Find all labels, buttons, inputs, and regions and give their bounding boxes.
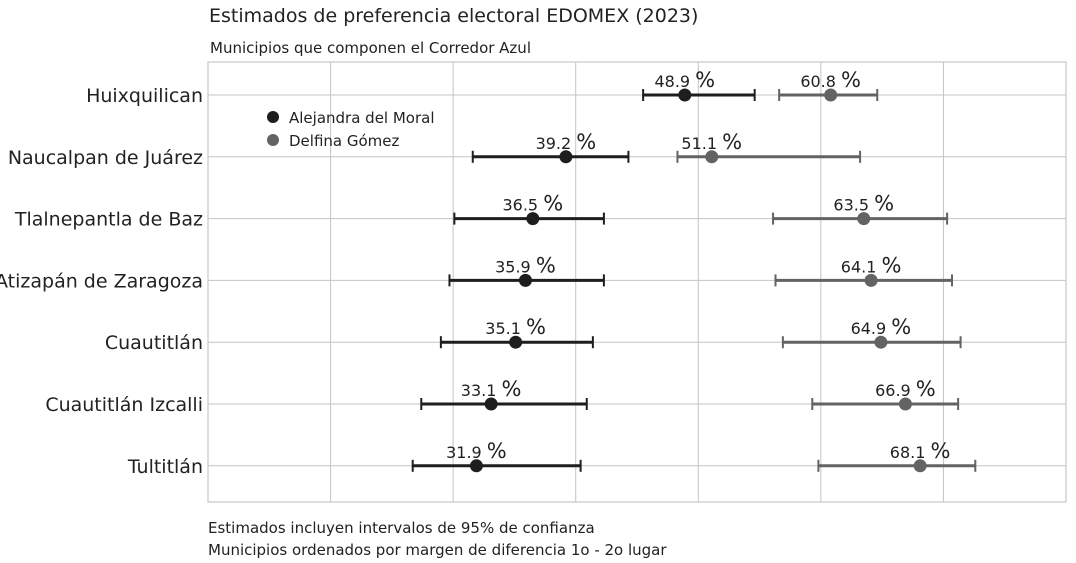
chart-subtitle: Municipios que componen el Corredor Azul bbox=[210, 39, 531, 57]
category-labels: Huixquilican Naucalpan de Juárez Tlalnepan… bbox=[0, 85, 203, 478]
category-label: Atizapán de Zaragoza bbox=[0, 270, 203, 292]
legend-marker-alejandra bbox=[267, 111, 279, 123]
value-label: 35.9 % bbox=[495, 253, 556, 277]
series-marks: 48.9 % 39.2 % 36.5 % 35.9 % 35.1 % 33.1 % 31.9… bbox=[411, 68, 977, 473]
value-label: 63.5 % bbox=[833, 192, 894, 216]
category-label: Cuautitlán Izcalli bbox=[45, 394, 203, 416]
data-point bbox=[824, 88, 838, 102]
value-label: 60.8 % bbox=[800, 68, 861, 92]
value-label: 36.5 % bbox=[502, 192, 563, 216]
value-label: 68.1 % bbox=[890, 439, 951, 463]
value-label: 39.2 % bbox=[536, 130, 597, 154]
data-point bbox=[678, 88, 692, 102]
value-label: 33.1 % bbox=[461, 377, 522, 401]
data-point bbox=[484, 397, 498, 411]
legend-marker-delfina bbox=[267, 134, 279, 146]
data-point bbox=[526, 212, 540, 226]
value-label: 66.9 % bbox=[875, 377, 936, 401]
value-label: 64.9 % bbox=[851, 315, 912, 339]
category-label: Huixquilican bbox=[86, 85, 203, 107]
category-label: Naucalpan de Juárez bbox=[8, 147, 203, 169]
plot-area bbox=[207, 61, 1067, 503]
data-point bbox=[857, 212, 871, 226]
data-point bbox=[864, 273, 878, 287]
category-label: Tultitlán bbox=[127, 456, 203, 478]
data-point bbox=[898, 397, 912, 411]
legend: Alejandra del Moral Delfina Gómez bbox=[267, 109, 435, 150]
data-point bbox=[559, 150, 573, 164]
value-label: 64.1 % bbox=[841, 253, 902, 277]
value-label: 31.9 % bbox=[446, 439, 507, 463]
caption-line-2: Municipios ordenados por margen de difer… bbox=[208, 541, 667, 559]
value-label: 48.9 % bbox=[654, 68, 715, 92]
data-point bbox=[469, 459, 483, 473]
data-point bbox=[509, 335, 523, 349]
value-label: 35.1 % bbox=[485, 315, 546, 339]
legend-label-alejandra: Alejandra del Moral bbox=[289, 109, 435, 127]
category-label: Tlalnepantla de Baz bbox=[14, 209, 203, 231]
data-point bbox=[518, 273, 532, 287]
data-point bbox=[913, 459, 927, 473]
chart-title: Estimados de preferencia electoral EDOME… bbox=[209, 5, 698, 27]
data-point bbox=[874, 335, 888, 349]
category-label: Cuautitlán bbox=[105, 332, 203, 354]
data-point bbox=[705, 150, 719, 164]
caption-line-1: Estimados incluyen intervalos de 95% de … bbox=[208, 519, 595, 537]
gridlines-vertical bbox=[330, 62, 944, 502]
legend-label-delfina: Delfina Gómez bbox=[289, 132, 400, 150]
value-label: 51.1 % bbox=[681, 130, 742, 154]
